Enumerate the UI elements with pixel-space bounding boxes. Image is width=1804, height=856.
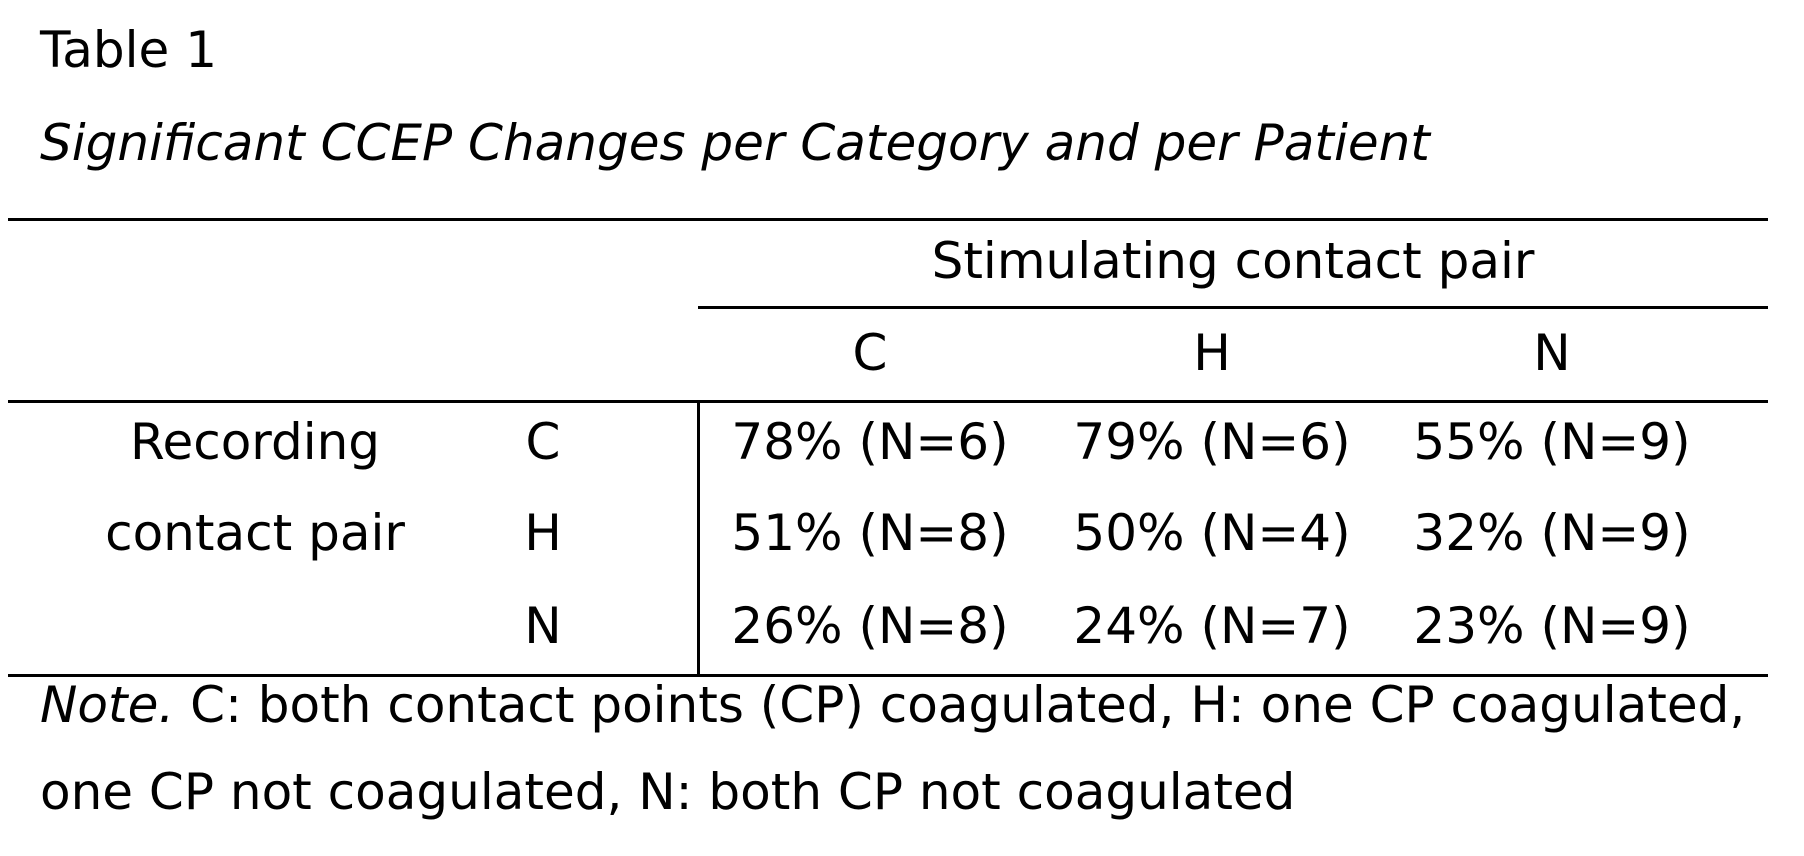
cell-recording-n-stim-n: 23% (N=9): [1413, 597, 1691, 655]
note-label: Note.: [40, 676, 175, 734]
row-header-h: H: [524, 504, 562, 562]
column-group-header: Stimulating contact pair: [931, 231, 1535, 290]
table-top-rule: [8, 218, 1768, 221]
cell-recording-c-stim-n: 55% (N=9): [1413, 413, 1691, 471]
cell-recording-h-stim-n: 32% (N=9): [1413, 504, 1691, 562]
column-group-rule: [698, 306, 1768, 309]
cell-recording-h-stim-h: 50% (N=4): [1073, 504, 1351, 562]
row-header-n: N: [524, 597, 562, 655]
column-header-h: H: [1193, 324, 1231, 382]
row-group-header-line1: Recording: [129, 413, 381, 471]
cell-recording-c-stim-h: 79% (N=6): [1073, 413, 1351, 471]
cell-recording-n-stim-c: 26% (N=8): [731, 597, 1009, 655]
table-caption: Significant CCEP Changes per Category an…: [40, 114, 1430, 172]
stub-data-divider-rule: [697, 400, 700, 677]
table-number: Table 1: [40, 21, 218, 79]
cell-recording-n-stim-h: 24% (N=7): [1073, 597, 1351, 655]
note-line-1: Note. C: both contact points (CP) coagul…: [40, 678, 1745, 733]
row-header-c: C: [525, 413, 561, 471]
cell-recording-h-stim-c: 51% (N=8): [731, 504, 1009, 562]
column-header-n: N: [1533, 324, 1571, 382]
note-line1-text: C: both contact points (CP) coagulated, …: [174, 676, 1746, 734]
table-bottom-rule: [8, 674, 1768, 677]
note-line-2: one CP not coagulated, N: both CP not co…: [40, 763, 1296, 821]
header-body-rule: [8, 400, 1768, 403]
row-group-header-line2: contact pair: [105, 504, 405, 562]
cell-recording-c-stim-c: 78% (N=6): [731, 413, 1009, 471]
column-header-c: C: [852, 324, 888, 382]
